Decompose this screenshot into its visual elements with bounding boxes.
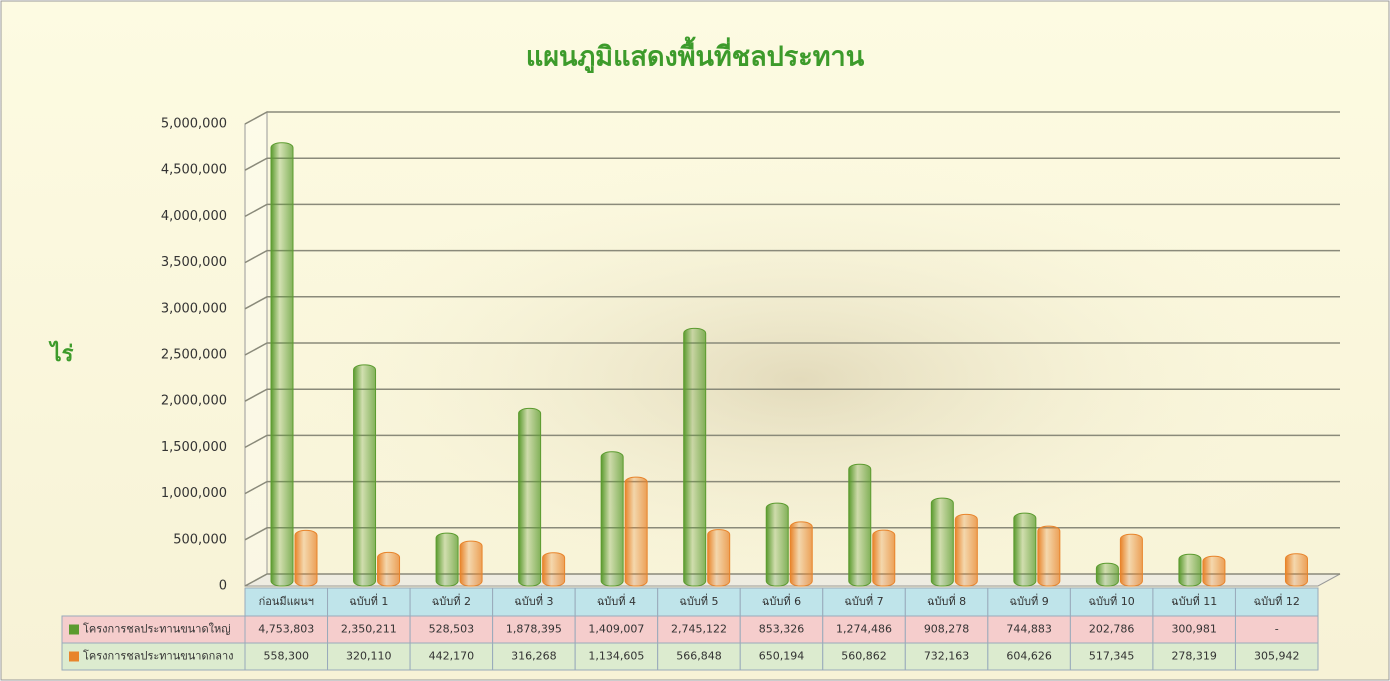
table-value: 853,326 xyxy=(759,623,805,636)
table-value: - xyxy=(1275,623,1279,636)
table-value: 517,345 xyxy=(1089,650,1135,663)
bar xyxy=(1203,556,1225,586)
table-value: 1,409,007 xyxy=(588,623,644,636)
bar xyxy=(1096,563,1118,586)
table-value: 1,134,605 xyxy=(588,650,644,663)
table-value: 1,878,395 xyxy=(506,623,562,636)
table-value: 316,268 xyxy=(511,650,557,663)
table-value: 2,745,122 xyxy=(671,623,727,636)
table-value: 744,883 xyxy=(1006,623,1052,636)
x-tick-label: ฉบับที่ 9 xyxy=(1010,593,1049,608)
bar xyxy=(1285,554,1307,586)
x-tick-label: ฉบับที่ 4 xyxy=(597,593,636,608)
legend-swatch xyxy=(69,652,79,662)
bar xyxy=(766,503,788,586)
bar xyxy=(460,541,482,586)
bar xyxy=(1179,554,1201,586)
table-value: 604,626 xyxy=(1006,650,1052,663)
y-tick-label: 2,500,000 xyxy=(161,348,227,363)
x-tick-label: ฉบับที่ 2 xyxy=(432,593,471,608)
y-tick-label: 4,500,000 xyxy=(161,163,227,178)
table-value: 202,786 xyxy=(1089,623,1135,636)
y-tick-label: 3,000,000 xyxy=(161,301,227,316)
table-value: 305,942 xyxy=(1254,650,1300,663)
bar xyxy=(519,408,541,586)
x-tick-label: ฉบับที่ 5 xyxy=(679,593,718,608)
y-tick-label: 500,000 xyxy=(173,532,227,547)
y-tick-label: 4,000,000 xyxy=(161,209,227,224)
bar xyxy=(1014,513,1036,586)
table-value: 566,848 xyxy=(676,650,722,663)
table-value: 650,194 xyxy=(759,650,805,663)
bar xyxy=(955,514,977,586)
bar xyxy=(271,143,293,586)
bar xyxy=(354,365,376,586)
bar xyxy=(601,452,623,586)
x-tick-label: ฉบับที่ 12 xyxy=(1254,593,1300,608)
bar xyxy=(378,552,400,586)
chart-title: แผนภูมิแสดงพื้นที่ชลประทาน xyxy=(526,36,865,74)
bar xyxy=(684,328,706,586)
y-tick-label: 1,000,000 xyxy=(161,486,227,501)
table-value: 320,110 xyxy=(346,650,392,663)
table-value: 560,862 xyxy=(841,650,887,663)
bar xyxy=(849,464,871,586)
y-tick-label: 1,500,000 xyxy=(161,440,227,455)
bar xyxy=(543,553,565,586)
bar xyxy=(625,477,647,586)
legend-label: โครงการชลประทานขนาดใหญ่ xyxy=(83,622,231,636)
data-table: ก่อนมีแผนฯ 4,753,803 558,300 ฉบับที่ 1 2,350… xyxy=(62,588,1318,670)
table-value: 732,163 xyxy=(924,650,970,663)
table-value: 1,274,486 xyxy=(836,623,892,636)
legend-swatch xyxy=(69,625,79,635)
x-tick-label: ฉบับที่ 11 xyxy=(1171,593,1217,608)
x-tick-label: ฉบับที่ 7 xyxy=(844,593,883,608)
table-value: 300,981 xyxy=(1171,623,1217,636)
x-tick-label: ฉบับที่ 10 xyxy=(1089,593,1135,608)
bar xyxy=(1038,526,1060,586)
y-tick-label: 0 xyxy=(219,579,227,594)
table-value: 2,350,211 xyxy=(341,623,397,636)
bar xyxy=(931,498,953,586)
x-tick-label: ฉบับที่ 1 xyxy=(349,593,388,608)
y-axis-label: ไร่ xyxy=(49,340,74,367)
legend-label: โครงการชลประทานขนาดกลาง xyxy=(83,649,234,663)
table-value: 528,503 xyxy=(429,623,475,636)
bar xyxy=(790,522,812,586)
bar xyxy=(436,533,458,586)
x-tick-label: ก่อนมีแผนฯ xyxy=(259,595,314,608)
table-value: 278,319 xyxy=(1171,650,1217,663)
x-tick-label: ฉบับที่ 8 xyxy=(927,593,966,608)
chart: แผนภูมิแสดงพื้นที่ชลประทาน ไร่ ก่อนมีแผน… xyxy=(0,0,1390,681)
y-tick-label: 5,000,000 xyxy=(161,117,227,132)
table-value: 4,753,803 xyxy=(258,623,314,636)
x-tick-label: ฉบับที่ 3 xyxy=(514,593,553,608)
table-value: 908,278 xyxy=(924,623,970,636)
bar xyxy=(708,530,730,586)
y-tick-label: 3,500,000 xyxy=(161,255,227,270)
y-tick-label: 2,000,000 xyxy=(161,394,227,409)
bar xyxy=(295,530,317,586)
x-tick-label: ฉบับที่ 6 xyxy=(762,593,801,608)
table-value: 442,170 xyxy=(429,650,475,663)
table-value: 558,300 xyxy=(264,650,310,663)
bar xyxy=(1120,534,1142,586)
bar xyxy=(873,530,895,586)
